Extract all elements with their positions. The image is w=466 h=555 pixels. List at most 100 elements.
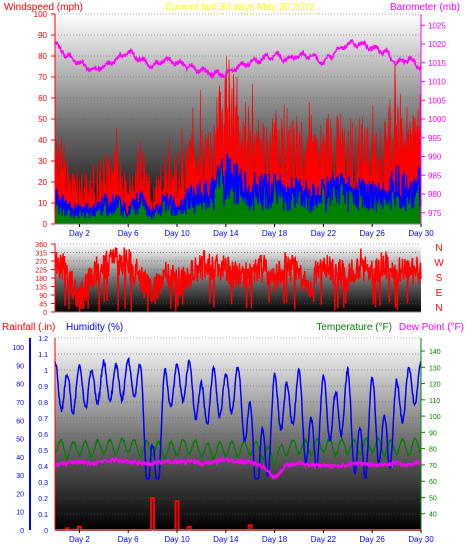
rain-tick-label: 1.2 <box>38 336 48 343</box>
wind-direction-series <box>54 247 422 313</box>
humidity-axis-label: Humidity (%) <box>66 322 123 333</box>
x-tick-label: Day 2 <box>69 535 90 544</box>
p1-y-tick-label: 60 <box>38 94 47 103</box>
p2-y-tick-label: 45 <box>39 302 47 309</box>
p1-y-tick-label: 0 <box>43 220 48 229</box>
x-tick-label: Day 14 <box>213 229 239 238</box>
x-tick-label: Day 10 <box>164 535 190 544</box>
p1-y-tick-label: 70 <box>38 73 47 82</box>
compass-label: N <box>435 303 442 314</box>
average-wind-fill <box>55 154 421 224</box>
p1-y2-tick-label: 995 <box>428 134 442 143</box>
temperature-tick-label: 110 <box>429 398 440 405</box>
p1-y-tick-label: 30 <box>38 157 47 166</box>
p1-y2-tick-label: 990 <box>428 153 442 162</box>
average-wind-series <box>54 153 422 220</box>
x-tick-label: Day 30 <box>408 535 434 544</box>
temperature-tick-label: 50 <box>429 495 437 502</box>
x-tick-label: Day 26 <box>360 535 386 544</box>
p2-y-tick-label: 0 <box>43 310 47 317</box>
temperature-tick-label: 120 <box>429 382 441 389</box>
humidity-tick-label: 60 <box>16 418 24 425</box>
humidity-tick-label: 0 <box>20 528 24 535</box>
axes <box>29 13 425 533</box>
x-tick-label: Day 14 <box>213 535 239 544</box>
compass-label: E <box>436 288 443 299</box>
data-series <box>54 38 422 531</box>
temperature-tick-label: 80 <box>429 447 437 454</box>
temperature-tick-label: 130 <box>429 365 441 372</box>
x-tick-label: Day 26 <box>360 229 386 238</box>
rain-tick-label: 0 <box>44 528 48 535</box>
x-tick-label: Day 30 <box>408 229 434 238</box>
humidity-tick-label: 70 <box>16 400 24 407</box>
p1-y-tick-label: 100 <box>34 10 48 19</box>
windspeed-series <box>54 55 422 225</box>
p2-y-tick-label: 315 <box>35 251 47 258</box>
humidity-tick-label: 30 <box>16 473 24 480</box>
dew-point-axis-label: Dew Point (°F) <box>399 322 464 333</box>
chart-title: Current last 30 days May 30 2012 <box>165 2 316 13</box>
rain-tick-label: 0.8 <box>38 400 48 407</box>
temperature-tick-label: 40 <box>429 512 437 519</box>
p2-y-tick-label: 180 <box>35 276 47 283</box>
p1-y-tick-label: 20 <box>38 178 47 187</box>
temperature-tick-label: 70 <box>429 463 437 470</box>
p1-y2-tick-label: 1000 <box>428 115 446 124</box>
rain-tick-label: 0.5 <box>38 448 48 455</box>
rain-tick-label: 0.1 <box>38 512 48 519</box>
humidity-tick-label: 20 <box>16 491 24 498</box>
compass-label: W <box>434 258 444 269</box>
x-tick-label: Day 22 <box>311 535 337 544</box>
p1-y-tick-label: 90 <box>38 31 47 40</box>
temperature-tick-label: 140 <box>429 349 441 356</box>
p1-y-tick-label: 50 <box>38 115 47 124</box>
humidity-tick-label: 90 <box>16 363 24 370</box>
x-tick-label: Day 10 <box>164 229 190 238</box>
rain-tick-label: 0.3 <box>38 480 48 487</box>
temperature-tick-label: 100 <box>429 414 441 421</box>
p1-y-tick-label: 40 <box>38 136 47 145</box>
humidity-tick-label: 100 <box>12 345 24 352</box>
rain-tick-label: 0.6 <box>38 432 48 439</box>
labels: 0102030405060708090100975980985990995100… <box>2 2 464 544</box>
x-tick-label: Day 6 <box>118 229 139 238</box>
p1-y2-tick-label: 985 <box>428 171 442 180</box>
p2-y-tick-label: 225 <box>35 268 47 275</box>
humidity-tick-label: 50 <box>16 437 24 444</box>
temperature-tick-label: 90 <box>429 430 437 437</box>
x-tick-label: Day 22 <box>311 229 337 238</box>
barometer-series <box>54 38 422 80</box>
p1-y2-tick-label: 1010 <box>428 78 446 87</box>
p2-y-tick-label: 135 <box>35 285 47 292</box>
dew-point-series <box>54 455 422 481</box>
p2-y-tick-label: 90 <box>39 293 47 300</box>
rain-tick-label: 0.9 <box>38 384 48 391</box>
p1-y2-tick-label: 1005 <box>428 96 446 105</box>
x-tick-label: Day 6 <box>118 535 139 544</box>
p1-y2-tick-label: 1015 <box>428 59 446 68</box>
x-tick-label: Day 18 <box>262 535 288 544</box>
x-tick-label: Day 2 <box>69 229 90 238</box>
humidity-series <box>54 356 422 480</box>
humidity-tick-label: 40 <box>16 455 24 462</box>
compass-label: S <box>436 273 443 284</box>
rain-tick-label: 0.4 <box>38 464 48 471</box>
rainfall-axis-label: Rainfall (.in) <box>2 322 55 333</box>
barometer-axis-label: Barometer (mb) <box>390 2 460 13</box>
humidity-tick-label: 80 <box>16 382 24 389</box>
x-tick-label: Day 18 <box>262 229 288 238</box>
p1-y2-tick-label: 1025 <box>428 21 446 30</box>
temperature-series <box>54 436 422 467</box>
rain-tick-label: 0.2 <box>38 496 48 503</box>
rain-tick-label: 0.7 <box>38 416 48 423</box>
rain-tick-label: 1.1 <box>38 352 48 359</box>
windspeed-axis-label: Windspeed (mph) <box>4 2 83 13</box>
rain-tick-label: 1 <box>44 368 48 375</box>
p1-y2-tick-label: 1020 <box>428 40 446 49</box>
temperature-axis-label: Temperature (°F) <box>316 322 392 333</box>
p2-y-tick-label: 360 <box>35 242 47 249</box>
p1-y-tick-label: 10 <box>38 199 47 208</box>
compass-label: N <box>435 243 442 254</box>
